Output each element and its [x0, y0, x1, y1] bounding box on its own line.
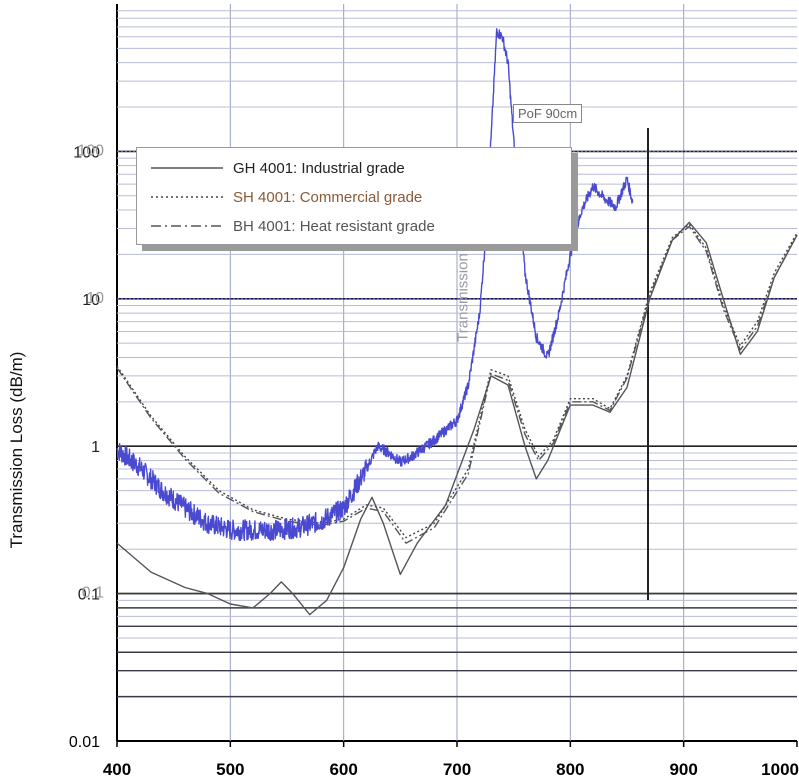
y-axis-title: Transmission Loss (dB/m): [4, 320, 30, 580]
legend-label: SH 4001: Commercial grade: [233, 188, 423, 206]
y-tick-label: 0.01: [69, 734, 100, 751]
x-tick-label: 400: [103, 760, 131, 779]
x-tick-label: 800: [556, 760, 584, 779]
y-tick-label: 100: [73, 144, 100, 161]
chart-ticks: 400 500 600 700 800 900 1000 0.01 0.1 1 10 100 0.1 10…: [69, 142, 799, 779]
y-tick-label: 1: [91, 439, 100, 456]
y-tick-label-overlay: 0.1: [82, 585, 104, 602]
x-tick-label: 1000: [761, 760, 799, 779]
chart-grid: [116, 4, 797, 742]
legend-swatch-dashdot: [151, 225, 223, 227]
y-tick-label-overlay: 100: [77, 142, 104, 159]
x-tick-label: 700: [443, 760, 471, 779]
y-axis-title-text: Transmission Loss (dB/m): [7, 351, 26, 549]
chart-series-layer: [116, 28, 798, 616]
legend-item-gh4001: GH 4001: Industrial grade: [151, 158, 405, 178]
x-tick-label: 600: [329, 760, 357, 779]
legend-label: BH 4001: Heat resistant grade: [233, 217, 435, 235]
y-tick-label-overlay: 10: [86, 290, 104, 307]
x-tick-label: 500: [216, 760, 244, 779]
y-tick-label: 10: [82, 292, 100, 309]
y-tick-label: 0.1: [78, 587, 100, 604]
series-line-2: [116, 225, 798, 544]
inset-label: PoF 90cm: [513, 104, 583, 123]
legend-item-sh4001: SH 4001: Commercial grade: [151, 187, 422, 207]
series-line-3: [116, 28, 634, 541]
x-tick-label: 900: [669, 760, 697, 779]
legend-swatch-solid: [151, 167, 223, 169]
legend: GH 4001: Industrial grade SH 4001: Comme…: [136, 147, 572, 245]
series-line-0: [116, 221, 798, 616]
legend-swatch-dotted: [151, 196, 223, 198]
legend-item-bh4001: BH 4001: Heat resistant grade: [151, 216, 435, 236]
legend-label: GH 4001: Industrial grade: [233, 159, 405, 177]
